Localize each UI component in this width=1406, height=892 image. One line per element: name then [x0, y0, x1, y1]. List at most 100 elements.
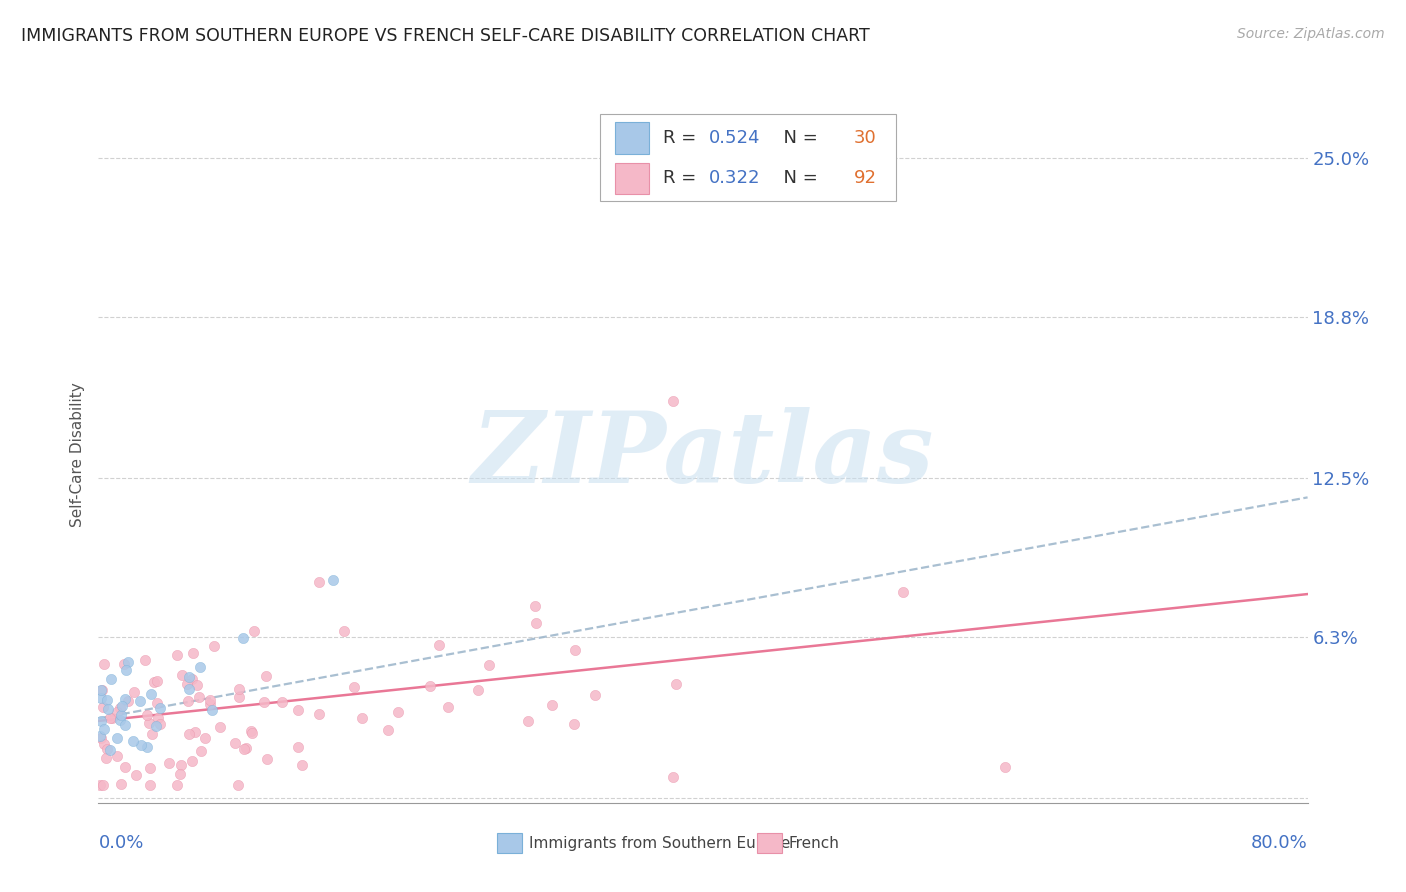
Point — [270, 695, 292, 709]
Point — [181, 672, 204, 686]
Point — [202, 640, 225, 654]
Point — [139, 778, 162, 792]
Point — [89, 729, 111, 743]
Point — [139, 761, 162, 775]
Point — [166, 648, 188, 662]
Point — [436, 700, 458, 714]
Point — [96, 742, 118, 756]
Text: 30: 30 — [855, 129, 877, 147]
Point — [235, 741, 257, 756]
Text: N =: N = — [772, 169, 824, 187]
Point — [427, 638, 450, 652]
Point — [91, 778, 114, 792]
Point — [117, 693, 139, 707]
Point — [343, 681, 366, 695]
Point — [105, 731, 128, 745]
Point — [893, 585, 915, 599]
Text: 0.524: 0.524 — [709, 129, 761, 147]
Text: 0.0%: 0.0% — [98, 834, 143, 852]
Point — [200, 693, 222, 707]
Point — [176, 676, 198, 690]
Point — [562, 717, 585, 731]
Point — [287, 739, 309, 754]
Point — [89, 778, 111, 792]
Point — [148, 711, 170, 725]
Point — [145, 696, 167, 710]
Point — [111, 698, 134, 713]
Point — [194, 731, 217, 746]
Point — [176, 694, 198, 708]
Point — [291, 758, 314, 772]
Point — [110, 776, 132, 790]
Point — [477, 657, 499, 672]
Point — [114, 759, 136, 773]
Point — [467, 683, 489, 698]
Point — [105, 706, 128, 720]
Point — [564, 642, 586, 657]
Text: Source: ZipAtlas.com: Source: ZipAtlas.com — [1237, 27, 1385, 41]
Point — [188, 659, 211, 673]
Point — [253, 695, 276, 709]
Point — [179, 727, 201, 741]
Point — [110, 708, 132, 723]
Point — [516, 714, 538, 728]
Point — [169, 758, 191, 772]
FancyBboxPatch shape — [600, 114, 897, 201]
Point — [187, 690, 209, 704]
Point — [242, 624, 264, 638]
Point — [90, 682, 112, 697]
Point — [143, 674, 166, 689]
Point — [170, 668, 193, 682]
Point — [100, 711, 122, 725]
Point — [198, 697, 221, 711]
Point — [661, 770, 683, 784]
Point — [524, 615, 547, 630]
Point — [322, 574, 344, 588]
Point — [256, 752, 278, 766]
Text: Immigrants from Southern Europe: Immigrants from Southern Europe — [529, 836, 790, 851]
Point — [308, 706, 330, 721]
Bar — [498, 833, 522, 853]
Point — [90, 690, 112, 705]
Point — [994, 760, 1017, 774]
Point — [139, 687, 162, 701]
Point — [177, 670, 200, 684]
Point — [169, 766, 191, 780]
Text: 0.322: 0.322 — [709, 169, 761, 187]
Point — [90, 682, 112, 697]
Point — [122, 685, 145, 699]
Point — [91, 700, 114, 714]
Point — [136, 740, 159, 755]
Bar — [614, 122, 648, 153]
Point — [125, 768, 148, 782]
Point — [110, 701, 132, 715]
Point — [228, 682, 250, 697]
Point — [96, 693, 118, 707]
Point — [93, 723, 115, 737]
Point — [112, 657, 135, 672]
Point — [190, 744, 212, 758]
Point — [122, 734, 145, 748]
Point — [94, 751, 117, 765]
Bar — [758, 833, 782, 853]
Point — [114, 718, 136, 732]
Point — [186, 678, 208, 692]
Point — [98, 743, 121, 757]
Point — [90, 731, 112, 746]
Bar — [614, 162, 648, 194]
Point — [233, 742, 256, 756]
Point — [179, 682, 201, 697]
Text: ZIPatlas: ZIPatlas — [472, 407, 934, 503]
Point — [240, 723, 263, 738]
Point — [134, 653, 156, 667]
Point — [141, 727, 163, 741]
Point — [583, 688, 606, 702]
Point — [287, 703, 309, 717]
Point — [138, 716, 160, 731]
Text: N =: N = — [772, 129, 824, 147]
Point — [201, 703, 224, 717]
Point — [224, 736, 246, 750]
Point — [226, 778, 249, 792]
Point — [181, 646, 204, 660]
Point — [110, 713, 132, 727]
